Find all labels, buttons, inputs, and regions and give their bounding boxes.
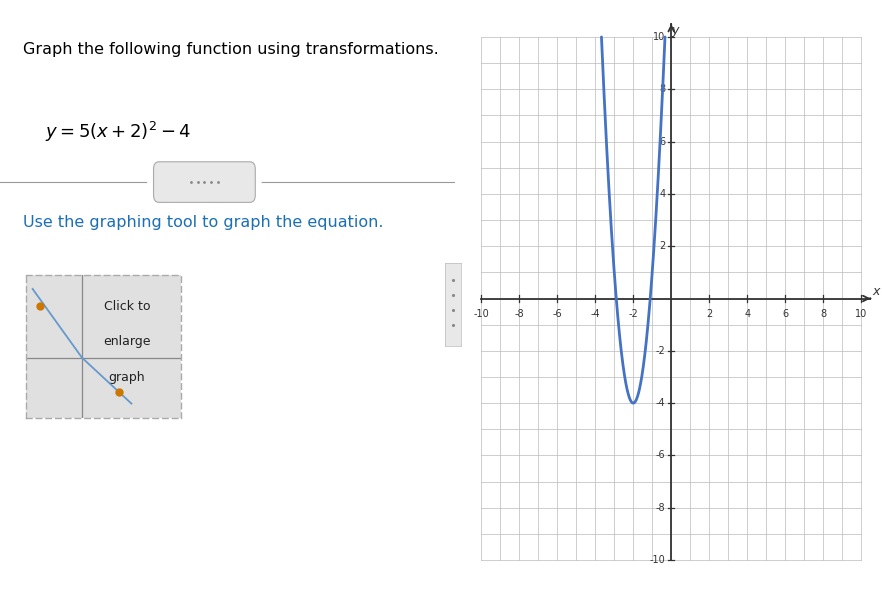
Text: -8: -8	[656, 503, 666, 513]
Text: y: y	[671, 24, 678, 37]
Text: -2: -2	[655, 346, 666, 356]
Text: Graph the following function using transformations.: Graph the following function using trans…	[23, 42, 438, 57]
Text: 2: 2	[659, 241, 666, 251]
Text: -2: -2	[628, 309, 638, 319]
Text: 4: 4	[744, 309, 751, 319]
Text: 8: 8	[660, 84, 666, 94]
Text: 2: 2	[706, 309, 713, 319]
Text: 8: 8	[820, 309, 826, 319]
Text: 10: 10	[654, 32, 666, 42]
Text: Click to: Click to	[103, 300, 150, 313]
Text: -8: -8	[514, 309, 524, 319]
Text: x: x	[872, 285, 880, 298]
Text: -4: -4	[590, 309, 600, 319]
Text: 6: 6	[660, 137, 666, 147]
Text: -6: -6	[552, 309, 562, 319]
FancyBboxPatch shape	[153, 162, 255, 202]
Text: 6: 6	[782, 309, 789, 319]
Text: enlarge: enlarge	[103, 336, 151, 349]
Text: $y = 5(x + 2)^{2} - 4$: $y = 5(x + 2)^{2} - 4$	[46, 119, 191, 143]
Text: -4: -4	[656, 398, 666, 408]
Text: -10: -10	[474, 309, 490, 319]
Text: -6: -6	[656, 450, 666, 460]
Text: 10: 10	[855, 309, 867, 319]
Text: 4: 4	[660, 189, 666, 199]
Text: Use the graphing tool to graph the equation.: Use the graphing tool to graph the equat…	[23, 215, 383, 230]
Text: -10: -10	[650, 555, 666, 565]
Text: graph: graph	[108, 371, 146, 384]
